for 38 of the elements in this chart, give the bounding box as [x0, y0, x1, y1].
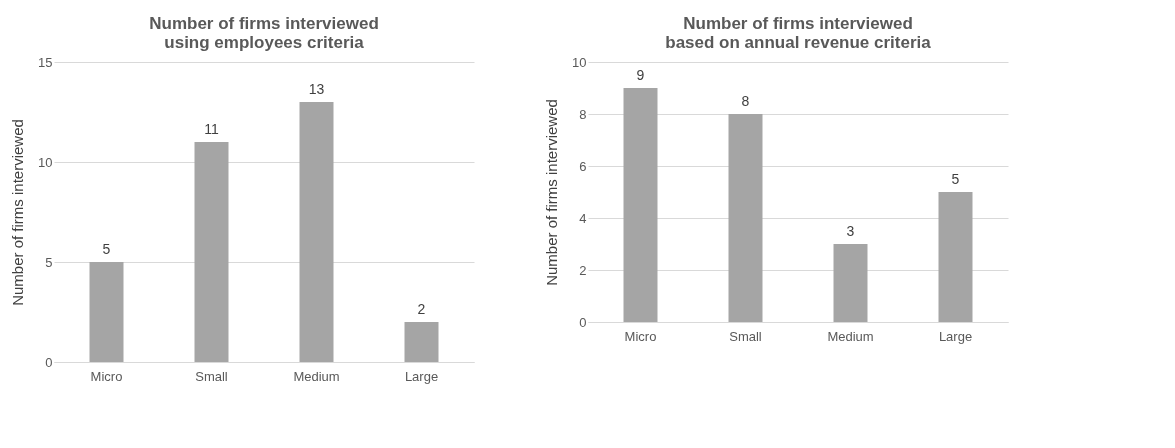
y-tick-label: 10 — [572, 54, 587, 70]
x-tick-label: Medium — [827, 328, 874, 344]
data-label: 3 — [846, 223, 855, 239]
y-tick-label: 10 — [38, 154, 53, 170]
y-tick-label: 8 — [579, 106, 587, 122]
bar — [404, 322, 439, 362]
data-label: 5 — [951, 171, 960, 187]
bar — [89, 262, 124, 362]
y-tick-label: 2 — [579, 262, 587, 278]
y-tick-label: 6 — [579, 158, 587, 174]
chart-title: Number of firms interviewed using employees criteria — [149, 14, 379, 52]
y-tick-label: 5 — [45, 254, 53, 270]
data-label: 5 — [102, 241, 111, 257]
bar — [833, 244, 868, 322]
bar — [623, 88, 658, 322]
y-axis-title: Number of firms interviewed — [543, 99, 561, 286]
y-axis-title: Number of firms interviewed — [9, 119, 27, 306]
data-label: 2 — [417, 301, 426, 317]
y-tick-label: 4 — [579, 210, 587, 226]
bar — [194, 142, 229, 362]
data-label: 9 — [636, 67, 645, 83]
x-tick-label: Large — [404, 368, 439, 384]
data-label: 8 — [741, 93, 750, 109]
y-tick-label: 0 — [579, 314, 587, 330]
y-tick-label: 0 — [45, 354, 53, 370]
bar — [299, 102, 334, 362]
data-label: 11 — [204, 121, 219, 137]
x-tick-label: Small — [195, 368, 228, 384]
chart-title: Number of firms interviewed based on annual revenue criteria — [665, 14, 932, 52]
x-tick-label: Large — [938, 328, 973, 344]
bar — [728, 114, 763, 322]
x-tick-label: Micro — [90, 368, 123, 384]
x-tick-label: Small — [729, 328, 762, 344]
y-tick-label: 15 — [38, 54, 53, 70]
data-label: 13 — [308, 81, 325, 97]
x-tick-label: Medium — [293, 368, 340, 384]
x-tick-label: Micro — [624, 328, 657, 344]
bar — [938, 192, 973, 322]
